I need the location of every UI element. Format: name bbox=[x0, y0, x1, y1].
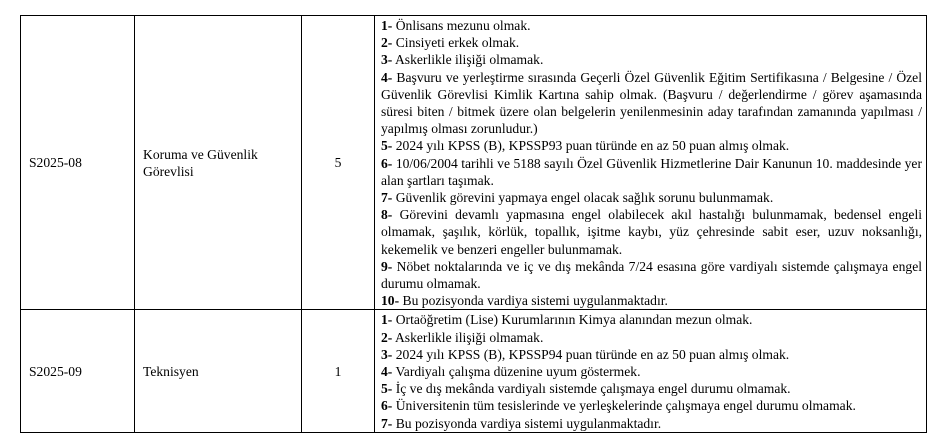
requirement-number: 3- bbox=[381, 52, 393, 68]
requirement-text: Nöbet noktalarında ve iç ve dış mekânda … bbox=[381, 258, 922, 292]
requirement-number: 7- bbox=[381, 415, 393, 431]
requirement-number: 3- bbox=[381, 346, 393, 362]
position-title: Teknisyen bbox=[134, 309, 302, 433]
requirement-item: 3- 2024 yılı KPSS (B), KPSSP94 puan türü… bbox=[381, 346, 922, 363]
requirement-number: 2- bbox=[381, 35, 393, 51]
requirement-number: 1- bbox=[381, 312, 393, 328]
requirement-text: 2024 yılı KPSS (B), KPSSP94 puan türünde… bbox=[392, 346, 790, 362]
requirement-text: Bu pozisyonda vardiya sistemi uygulanmak… bbox=[399, 293, 668, 309]
requirement-number: 5- bbox=[381, 138, 393, 154]
requirement-item: 7- Güvenlik görevini yapmaya engel olaca… bbox=[381, 189, 922, 206]
requirement-text: Görevini devamlı yapmasına engel olabile… bbox=[381, 207, 922, 257]
requirements-cell: 1- Önlisans mezunu olmak. 2- Cinsiyeti er… bbox=[374, 14, 927, 311]
requirement-text: Güvenlik görevini yapmaya engel olacak s… bbox=[392, 190, 774, 206]
requirement-number: 10- bbox=[381, 293, 400, 309]
position-count: 5 bbox=[301, 14, 375, 311]
requirement-number: 4- bbox=[381, 69, 393, 85]
requirement-text: 2024 yılı KPSS (B), KPSSP93 puan türünde… bbox=[392, 138, 790, 154]
requirement-text: Cinsiyeti erkek olmak. bbox=[392, 35, 520, 51]
requirement-text: Üniversitenin tüm tesislerinde ve yerleş… bbox=[392, 398, 856, 414]
requirement-text: Askerlikle ilişiği olmamak. bbox=[392, 52, 544, 68]
table-row: S2025-09 Teknisyen 1 1- Ortaöğretim (Lise) … bbox=[20, 309, 927, 433]
requirement-text: Bu pozisyonda vardiya sistemi uygulanmak… bbox=[392, 415, 662, 431]
requirement-text: Başvuru ve yerleştirme sırasında Geçerli… bbox=[381, 69, 922, 137]
requirement-item: 4- Vardiyalı çalışma düzenine uyum göste… bbox=[381, 363, 922, 380]
requirement-number: 2- bbox=[381, 329, 393, 345]
requirement-number: 4- bbox=[381, 364, 393, 380]
requirement-text: Önlisans mezunu olmak. bbox=[392, 18, 531, 33]
positions-table: S2025-08 Koruma ve Güvenlik Görevlisi 5 1- … bbox=[20, 14, 927, 433]
requirement-number: 6- bbox=[381, 398, 393, 414]
requirement-item: 2- Askerlikle ilişiği olmamak. bbox=[381, 329, 922, 346]
requirement-item: 4- Başvuru ve yerleştirme sırasında Geçe… bbox=[381, 69, 922, 138]
requirement-number: 9- bbox=[381, 258, 393, 274]
requirement-item: 3- Askerlikle ilişiği olmamak. bbox=[381, 51, 922, 68]
requirement-text: 10/06/2004 tarihli ve 5188 sayılı Özel G… bbox=[381, 155, 922, 188]
position-code: S2025-09 bbox=[20, 309, 135, 433]
position-code: S2025-08 bbox=[20, 14, 135, 311]
requirement-item: 5- 2024 yılı KPSS (B), KPSSP93 puan türü… bbox=[381, 137, 922, 154]
requirement-item: 1- Önlisans mezunu olmak. bbox=[381, 17, 922, 34]
requirement-text: Askerlikle ilişiği olmamak. bbox=[392, 329, 544, 345]
requirement-number: 8- bbox=[381, 207, 393, 223]
requirement-text: İç ve dış mekânda vardiyalı sistemde çal… bbox=[392, 381, 791, 397]
requirement-number: 6- bbox=[381, 155, 393, 171]
requirement-text: Ortaöğretim (Lise) Kurumlarının Kimya al… bbox=[392, 312, 753, 328]
position-count: 1 bbox=[301, 309, 375, 433]
requirement-number: 5- bbox=[381, 381, 393, 397]
requirements-cell: 1- Ortaöğretim (Lise) Kurumlarının Kimya… bbox=[374, 309, 927, 433]
requirement-item: 1- Ortaöğretim (Lise) Kurumlarının Kimya… bbox=[381, 311, 922, 328]
requirement-item: 7- Bu pozisyonda vardiya sistemi uygulan… bbox=[381, 415, 922, 432]
requirement-item: 8- Görevini devamlı yapmasına engel olab… bbox=[381, 206, 922, 258]
requirement-item: 6- 10/06/2004 tarihli ve 5188 sayılı Öze… bbox=[381, 155, 922, 189]
requirement-item: 5- İç ve dış mekânda vardiyalı sistemde … bbox=[381, 380, 922, 397]
position-title: Koruma ve Güvenlik Görevlisi bbox=[134, 14, 302, 311]
table-row: S2025-08 Koruma ve Güvenlik Görevlisi 5 1- … bbox=[20, 14, 927, 311]
requirement-item: 6- Üniversitenin tüm tesislerinde ve yer… bbox=[381, 397, 922, 414]
requirement-text: Vardiyalı çalışma düzenine uyum gösterme… bbox=[392, 364, 641, 380]
requirement-item: 9- Nöbet noktalarında ve iç ve dış mekân… bbox=[381, 258, 922, 292]
requirement-item: 2- Cinsiyeti erkek olmak. bbox=[381, 34, 922, 51]
requirement-number: 1- bbox=[381, 18, 393, 33]
requirement-item: 10- Bu pozisyonda vardiya sistemi uygula… bbox=[381, 292, 922, 309]
requirement-number: 7- bbox=[381, 190, 393, 206]
